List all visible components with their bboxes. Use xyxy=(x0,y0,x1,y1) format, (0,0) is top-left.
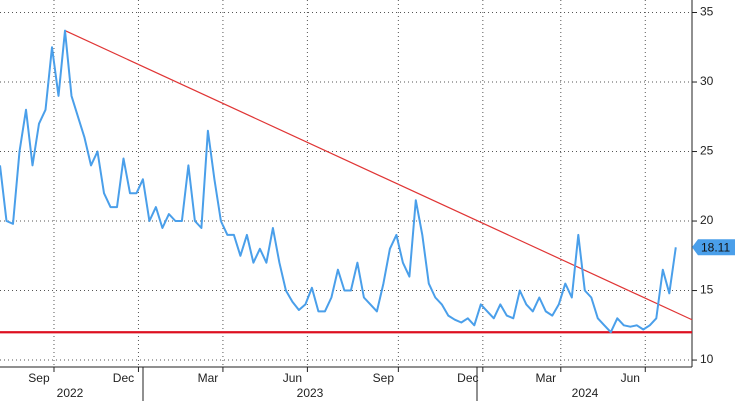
x-tick-label: Sep xyxy=(28,371,50,385)
last-value-label: 18.11 xyxy=(701,240,730,254)
x-tick-label: Jun xyxy=(283,371,302,385)
last-value-badge xyxy=(692,239,735,256)
y-tick-label: 20 xyxy=(700,213,714,227)
y-tick-label: 30 xyxy=(700,74,714,88)
x-tick-label: Mar xyxy=(198,371,219,385)
y-tick-label: 25 xyxy=(700,144,714,158)
year-label: 2022 xyxy=(57,386,84,400)
y-tick-label: 10 xyxy=(700,352,714,366)
data-line xyxy=(0,29,677,334)
x-tick-label: Mar xyxy=(535,371,556,385)
x-tick-label: Dec xyxy=(457,371,478,385)
x-tick-label: Jun xyxy=(621,371,640,385)
year-label: 2024 xyxy=(572,386,599,400)
y-tick-label: 15 xyxy=(700,283,714,297)
x-tick-label: Dec xyxy=(113,371,134,385)
y-tick-label: 35 xyxy=(700,5,714,19)
trendline xyxy=(64,30,693,321)
year-label: 2023 xyxy=(297,386,324,400)
x-tick-label: Sep xyxy=(373,371,395,385)
